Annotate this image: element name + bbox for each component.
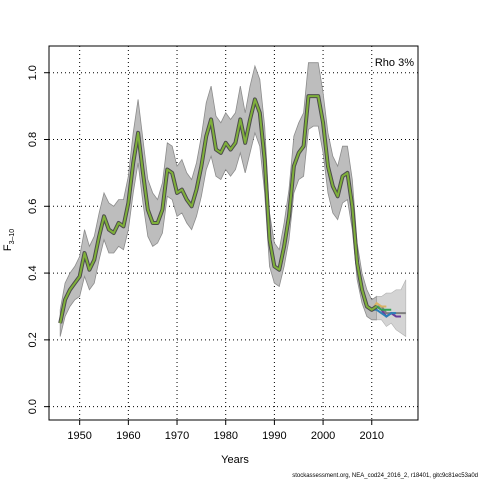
x-axis-title: Years (221, 454, 249, 466)
x-axis: 1950 1960 1970 1980 1990 2000 2010 (67, 420, 384, 442)
footer-credit: stockassessment.org, NEA_cod24_2016_2, r… (292, 473, 478, 479)
y-tick-label: 0.8 (27, 132, 39, 147)
rho-annotation: Rho 3% (375, 57, 414, 69)
x-tick-label: 1970 (165, 430, 189, 442)
x-tick-label: 1990 (262, 430, 286, 442)
y-tick-label: 0.2 (27, 332, 39, 347)
confidence-band-area (59, 62, 378, 337)
y-axis-title-main: F (2, 244, 14, 251)
y-axis-title: F3–10 (2, 229, 16, 251)
y-tick-label: 0.4 (27, 265, 39, 280)
confidence-band-tail (376, 279, 407, 338)
y-tick-label: 1.0 (27, 65, 39, 80)
y-axis: 0.0 0.2 0.4 0.6 0.8 1.0 (27, 65, 49, 414)
y-axis-title-subscript: 3–10 (9, 229, 16, 245)
confidence-band (59, 62, 407, 338)
x-tick-label: 1950 (67, 430, 91, 442)
y-tick-label: 0.6 (27, 199, 39, 214)
x-tick-label: 2010 (360, 430, 384, 442)
x-tick-label: 2000 (311, 430, 335, 442)
x-tick-label: 1980 (213, 430, 237, 442)
plot-frame (48, 45, 419, 421)
x-tick-label: 1960 (116, 430, 140, 442)
main-series (58, 94, 378, 324)
y-tick-label: 0.0 (27, 399, 39, 414)
main-line (59, 95, 378, 324)
retro-line (371, 308, 397, 318)
